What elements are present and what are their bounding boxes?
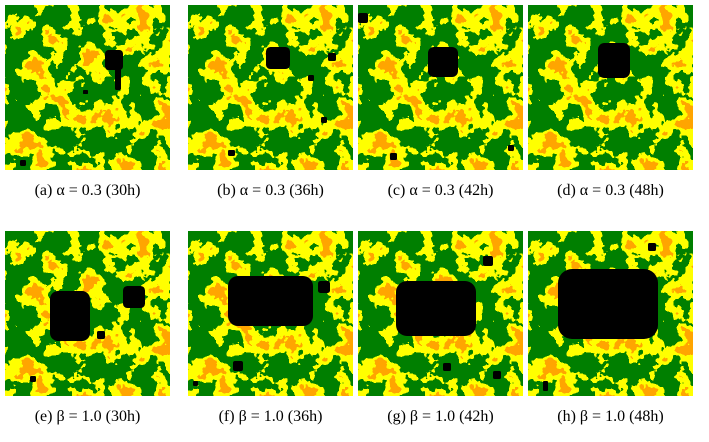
fire-map xyxy=(358,5,523,170)
burned-area xyxy=(266,47,290,69)
burned-area xyxy=(493,371,501,379)
burned-area xyxy=(318,281,330,293)
burned-area xyxy=(428,47,458,77)
caption: (h) β = 1.0 (48h) xyxy=(557,408,664,425)
burned-area xyxy=(390,153,397,160)
fire-map xyxy=(188,231,353,396)
fire-map xyxy=(5,231,170,396)
fire-map xyxy=(358,231,523,396)
caption: (c) α = 0.3 (42h) xyxy=(387,182,494,199)
burned-area xyxy=(83,90,88,94)
burned-area xyxy=(233,361,243,371)
fire-map xyxy=(5,5,170,170)
burned-area xyxy=(543,381,548,391)
caption: (a) α = 0.3 (30h) xyxy=(34,182,141,199)
burned-area xyxy=(115,65,121,90)
burned-area xyxy=(228,150,235,156)
burned-area xyxy=(396,281,476,336)
burned-area xyxy=(228,276,313,326)
burned-area xyxy=(308,75,314,81)
burned-area xyxy=(443,363,451,371)
terrain xyxy=(528,5,693,170)
burned-area xyxy=(123,286,145,308)
caption: (g) β = 1.0 (42h) xyxy=(387,408,494,425)
burned-area xyxy=(598,43,630,78)
caption: (e) β = 1.0 (30h) xyxy=(34,408,141,425)
terrain xyxy=(358,5,523,170)
caption: (d) α = 0.3 (48h) xyxy=(557,182,664,199)
burned-area xyxy=(50,291,90,341)
burned-area xyxy=(358,13,368,23)
caption: (b) α = 0.3 (36h) xyxy=(217,182,324,199)
burned-area xyxy=(558,269,658,339)
burned-area xyxy=(648,243,656,251)
burned-area xyxy=(97,331,105,339)
burned-area xyxy=(193,381,198,386)
burned-area xyxy=(483,256,493,266)
caption: (f) β = 1.0 (36h) xyxy=(218,408,323,425)
terrain xyxy=(188,5,353,170)
fire-map xyxy=(188,5,353,170)
terrain xyxy=(5,5,170,170)
burned-area xyxy=(508,145,514,151)
burned-area xyxy=(328,53,336,61)
burned-area xyxy=(321,117,327,123)
burned-area xyxy=(30,376,36,382)
fire-map xyxy=(528,5,693,170)
fire-map xyxy=(528,231,693,396)
burned-area xyxy=(20,160,26,166)
